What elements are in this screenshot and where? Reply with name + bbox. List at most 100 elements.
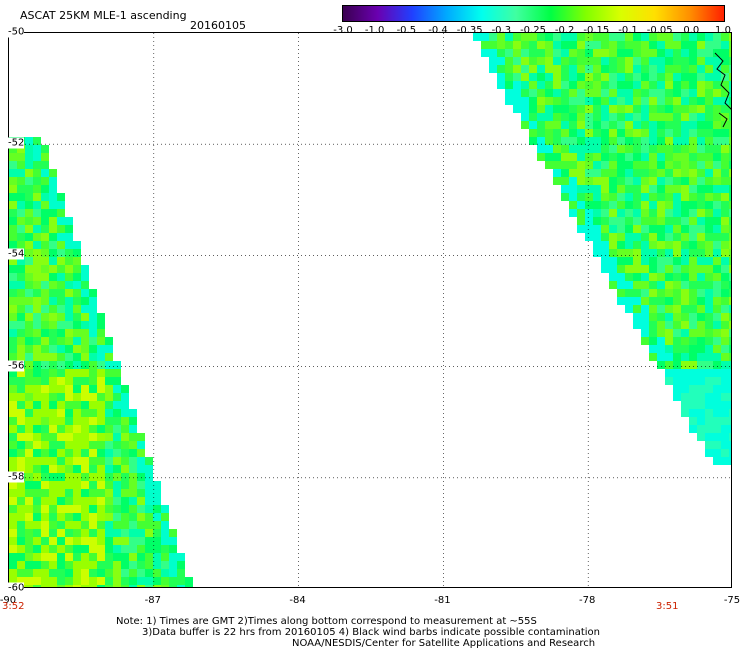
swath-cell [673,49,681,57]
swath-cell [73,473,81,481]
swath-cell [129,497,137,505]
swath-cell [681,401,689,409]
swath-cell [681,337,689,345]
swath-cell [481,41,489,49]
swath-cell [649,49,657,57]
swath-cell [569,169,577,177]
swath-cell [609,209,617,217]
swath-cell [697,137,705,145]
swath-cell [81,489,89,497]
swath-cell [585,201,593,209]
swath-cell [713,33,721,41]
swath-cell [97,481,105,489]
swath-cell [729,401,731,409]
swath-cell [625,73,633,81]
swath-cell [57,569,65,577]
swath-cell [81,345,89,353]
swath-cell [617,177,625,185]
swath-cell [593,49,601,57]
swath-cell [105,433,113,441]
swath-cell [9,521,17,529]
swath-cell [569,153,577,161]
swath-cell [17,449,25,457]
swath-cell [617,41,625,49]
swath-cell [65,505,73,513]
swath-cell [65,425,73,433]
swath-cell [729,97,731,105]
swath-cell [65,377,73,385]
swath-cell [97,353,105,361]
swath-cell [49,401,57,409]
swath-cell [681,81,689,89]
swath-cell [665,129,673,137]
swath-cell [625,129,633,137]
swath-cell [113,585,121,587]
swath-cell [641,177,649,185]
swath-cell [713,241,721,249]
swath-cell [17,177,25,185]
swath-cell [81,369,89,377]
swath-cell [665,369,673,377]
swath-cell [25,169,33,177]
swath-cell [633,65,641,73]
swath-cell [689,49,697,57]
swath-cell [521,97,529,105]
swath-cell [137,481,145,489]
swath-cell [689,377,697,385]
swath-cell [17,153,25,161]
swath-cell [41,297,49,305]
swath-cell [113,361,121,369]
swath-cell [689,393,697,401]
swath-cell [113,409,121,417]
swath-cell [49,553,57,561]
swath-cell [729,121,731,129]
swath-cell [649,353,657,361]
swath-cell [113,377,121,385]
swath-cell [673,41,681,49]
swath-cell [129,489,137,497]
swath-cell [729,345,731,353]
swath-cell [665,305,673,313]
swath-cell [689,57,697,65]
swath-cell [121,569,129,577]
swath-cell [529,137,537,145]
swath-cell [33,417,41,425]
swath-cell [705,337,713,345]
swath-cell [681,33,689,41]
swath-cell [713,361,721,369]
swath-cell [89,465,97,473]
swath-cell [49,217,57,225]
swath-cell [57,225,65,233]
swath-cell [673,201,681,209]
swath-cell [713,145,721,153]
swath-cell [705,217,713,225]
swath-cell [577,177,585,185]
swath-cell [153,481,161,489]
swath-cell [721,153,729,161]
swath-cell [57,217,65,225]
swath-cell [81,305,89,313]
swath-cell [689,161,697,169]
swath-cell [633,177,641,185]
swath-cell [73,249,81,257]
swath-cell [689,137,697,145]
swath-cell [73,441,81,449]
swath-cell [17,241,25,249]
swath-cell [689,65,697,73]
swath-cell [521,65,529,73]
swath-cell [713,81,721,89]
swath-cell [633,161,641,169]
swath-cell [721,305,729,313]
swath-cell [137,545,145,553]
swath-cell [9,201,17,209]
swath-cell [657,321,665,329]
swath-cell [41,433,49,441]
swath-cell [97,401,105,409]
swath-cell [49,497,57,505]
swath-cell [729,321,731,329]
swath-cell [649,281,657,289]
swath-cell [633,105,641,113]
swath-cell [649,297,657,305]
swath-cell [609,65,617,73]
swath-cell [609,177,617,185]
